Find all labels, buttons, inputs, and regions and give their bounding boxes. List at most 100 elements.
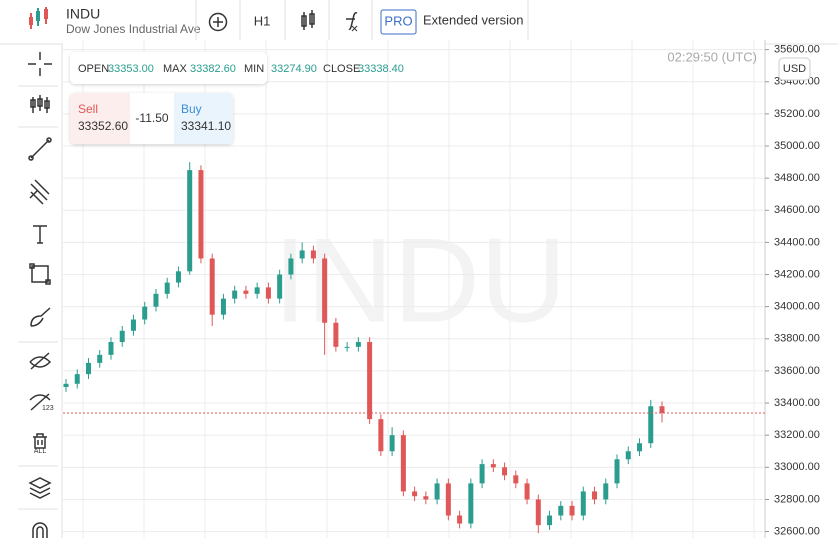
candle-body xyxy=(558,505,564,516)
buy-button[interactable] xyxy=(174,93,233,144)
candle-body xyxy=(153,293,159,307)
candle-body xyxy=(108,342,114,355)
candle-body xyxy=(130,319,136,331)
currency[interactable]: USD xyxy=(783,63,806,75)
candle-body xyxy=(468,483,474,524)
candle-body xyxy=(445,483,451,516)
hide-indicators-tool[interactable]: 123 xyxy=(29,393,54,412)
y-tick-label: 34600.00 xyxy=(774,204,820,216)
y-tick-label: 35000.00 xyxy=(774,140,820,152)
candle-body xyxy=(659,406,665,414)
candle-body xyxy=(164,282,170,294)
candle-body xyxy=(637,443,643,452)
add-indicator-button[interactable] xyxy=(208,12,228,32)
pro-badge[interactable] xyxy=(380,9,417,35)
line-tool[interactable] xyxy=(28,137,52,161)
candle-body xyxy=(389,435,395,452)
candle-body xyxy=(299,250,305,259)
functions-button[interactable] xyxy=(346,12,358,32)
candle-body xyxy=(97,354,103,363)
buy-label[interactable]: Buy xyxy=(181,102,202,116)
buy-price[interactable]: 33341.10 xyxy=(181,119,231,133)
y-tick-label: 34800.00 xyxy=(774,172,820,184)
extended-version[interactable]: Extended version xyxy=(423,12,523,27)
y-tick-label: 35200.00 xyxy=(774,108,820,120)
watermark: INDU xyxy=(273,214,566,348)
indicators-tool[interactable] xyxy=(30,95,50,113)
candle-body xyxy=(209,258,215,315)
candle-body xyxy=(243,290,249,294)
sell-button[interactable] xyxy=(70,93,130,144)
currency-badge[interactable] xyxy=(778,57,811,81)
y-tick-label: 34000.00 xyxy=(774,301,820,313)
candle-body xyxy=(490,464,496,468)
candle-body xyxy=(367,342,373,420)
candle-body xyxy=(322,258,328,323)
candle-body xyxy=(457,515,463,524)
candle-body xyxy=(175,271,181,283)
candle-body xyxy=(265,287,271,299)
y-tick-label: 33800.00 xyxy=(774,333,820,345)
trade-panel: Sell 33352.60 -11.50 Buy 33341.10 xyxy=(70,93,233,144)
crosshair-tool[interactable] xyxy=(28,52,52,76)
brush-tool[interactable] xyxy=(30,307,51,327)
ohlc-label: OPEN xyxy=(78,63,109,75)
text-tool[interactable] xyxy=(33,225,47,244)
symbol-name: Dow Jones Industrial Ave xyxy=(66,22,201,36)
ohlc-value: 33382.60 xyxy=(190,63,236,75)
candle-body xyxy=(423,496,429,500)
y-tick-label: 34200.00 xyxy=(774,268,820,280)
ohlc-panel xyxy=(70,52,267,84)
candle-body xyxy=(592,491,598,500)
ohlc-label: CLOSE xyxy=(323,63,360,75)
shape-tool[interactable] xyxy=(29,263,51,285)
y-tick-label: 33600.00 xyxy=(774,365,820,377)
y-tick-label: 34400.00 xyxy=(774,236,820,248)
sidebar: 123 ALL xyxy=(18,44,63,538)
icon-label: 123 xyxy=(42,405,54,412)
candle-body xyxy=(254,287,260,294)
chart-type-button[interactable] xyxy=(301,10,315,30)
candle-body xyxy=(142,306,148,320)
candle-body xyxy=(63,383,69,387)
candle-body xyxy=(580,491,586,516)
candle-body xyxy=(434,483,440,500)
symbol: INDU xyxy=(66,6,100,22)
ohlc-value: 33353.00 xyxy=(108,63,154,75)
candle-body xyxy=(198,170,204,259)
ohlc-label: MAX xyxy=(163,63,188,75)
candle-body xyxy=(569,505,575,516)
candle-body xyxy=(355,342,361,347)
candle-body xyxy=(232,290,238,299)
candle-body xyxy=(378,419,384,452)
magnet-tool[interactable] xyxy=(32,522,48,538)
layers-tool[interactable] xyxy=(28,477,52,499)
top-bar: INDU Dow Jones Industrial Ave H1 PRO Ext… xyxy=(0,0,838,45)
ohlc-value: 33338.40 xyxy=(358,63,404,75)
candle-body xyxy=(277,274,283,299)
y-tick-label: 32600.00 xyxy=(774,525,820,537)
candle-body xyxy=(119,330,125,343)
candle-body xyxy=(288,258,294,275)
sell-label[interactable]: Sell xyxy=(78,102,98,116)
candle-body xyxy=(220,298,226,315)
fork-tool[interactable] xyxy=(29,179,50,205)
hide-drawings-tool[interactable] xyxy=(29,352,52,370)
candle-body xyxy=(648,406,654,444)
y-tick-label: 33200.00 xyxy=(774,429,820,441)
y-tick-label: 33000.00 xyxy=(774,461,820,473)
delete-all-tool[interactable]: ALL xyxy=(33,433,47,455)
candle-body xyxy=(625,451,631,460)
ohlc-label: MIN xyxy=(244,63,264,75)
logo xyxy=(29,7,48,29)
y-tick-label: 33400.00 xyxy=(774,397,820,409)
candle-body xyxy=(513,475,519,484)
timeframe-button[interactable]: H1 xyxy=(254,13,271,28)
spread: -11.50 xyxy=(135,111,168,125)
candle-body xyxy=(614,459,620,484)
y-tick-label: 32800.00 xyxy=(774,493,820,505)
pro-label[interactable]: PRO xyxy=(384,13,412,28)
candle-body xyxy=(187,170,193,272)
sell-price[interactable]: 33352.60 xyxy=(78,119,128,133)
